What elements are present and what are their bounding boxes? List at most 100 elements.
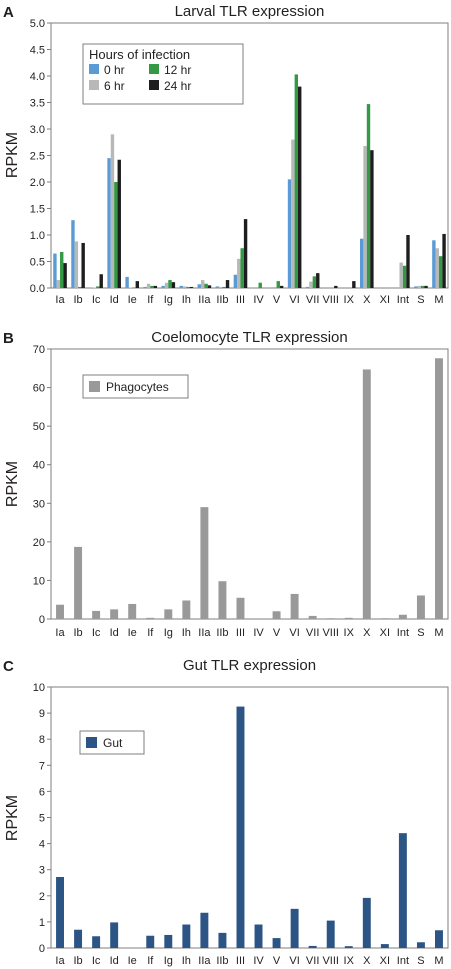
y-tick-label: 8 [39, 734, 45, 746]
bar-a-X-3 [370, 150, 374, 288]
category-label: Id [110, 627, 119, 639]
bar-b-VI-0 [290, 593, 299, 619]
bar-a-Id-2 [114, 182, 118, 288]
y-tick-label: 40 [33, 460, 45, 472]
bar-a-Ic-1 [92, 287, 97, 288]
bar-b-VIII-0 [326, 618, 335, 619]
bar-a-Int-3 [406, 235, 410, 288]
bar-a-VII-0 [305, 286, 310, 288]
y-tick-label: 6 [39, 786, 45, 798]
bar-a-Ib-3 [81, 242, 85, 288]
category-label: VII [306, 627, 319, 639]
y-axis-label: RPKM [4, 795, 21, 841]
y-tick-label: 5 [39, 813, 45, 825]
bar-b-S-0 [416, 595, 425, 619]
chart-title: Gut TLR expression [183, 657, 316, 674]
category-label: Int [397, 955, 409, 967]
bar-a-IX-3 [352, 281, 356, 288]
bar-a-Ib-2 [78, 286, 82, 288]
bar-a-Ih-2 [186, 286, 190, 288]
category-label: III [236, 627, 245, 639]
bar-a-IIb-3 [225, 280, 230, 288]
y-tick-label: 70 [33, 344, 45, 356]
category-label: M [434, 294, 443, 306]
bar-a-V-3 [279, 285, 284, 288]
bar-b-Id-0 [110, 609, 119, 619]
bar-a-Ih-1 [182, 286, 187, 288]
bar-c-Ig-0 [164, 934, 173, 948]
legend: Gut [79, 730, 145, 755]
category-label: XI [380, 955, 390, 967]
bar-a-M-3 [442, 233, 446, 288]
bar-a-Id-0 [107, 158, 111, 288]
bar-a-Ig-3 [171, 282, 176, 288]
bar-b-V-0 [272, 611, 281, 619]
y-axis-label: RPKM [4, 461, 21, 507]
y-tick-label: 10 [33, 575, 45, 587]
panel-letter: A [3, 4, 14, 21]
bar-a-III-3 [243, 219, 248, 288]
bar-a-X-0 [359, 238, 364, 288]
bar-a-V-1 [273, 286, 277, 288]
y-tick-label: 10 [33, 682, 45, 694]
bar-a-Ia-3 [63, 263, 67, 288]
bar-c-IV-0 [254, 924, 263, 948]
bar-a-Ia-2 [60, 251, 64, 288]
category-label: Ia [55, 955, 65, 967]
category-label: Ig [164, 955, 173, 967]
legend-swatch [149, 64, 159, 74]
category-label: Int [397, 627, 409, 639]
bar-a-Ie-3 [135, 281, 140, 288]
plot-frame [50, 348, 449, 620]
bar-b-Ia-0 [56, 604, 64, 619]
y-tick-label: 7 [39, 760, 45, 772]
category-label: S [417, 955, 424, 967]
bar-b-Ic-0 [92, 610, 101, 619]
category-label: VII [306, 955, 319, 967]
category-label: M [434, 955, 443, 967]
bar-b-Ig-0 [164, 609, 173, 619]
y-tick-label: 60 [33, 383, 45, 395]
y-tick-label: 20 [33, 537, 45, 549]
category-label: Ia [55, 294, 65, 306]
bar-b-M-0 [435, 358, 443, 619]
category-label: VI [289, 627, 299, 639]
bar-a-VII-3 [316, 273, 320, 288]
bar-a-Ig-0 [161, 285, 165, 288]
bar-c-IIa-0 [200, 912, 209, 948]
bar-a-IIb-1 [219, 286, 223, 288]
legend-entry: 12 hr [164, 63, 191, 77]
category-label: Id [110, 955, 119, 967]
bar-a-VI-1 [291, 139, 295, 288]
bar-a-S-0 [414, 286, 418, 288]
y-tick-label: 2.0 [30, 177, 45, 189]
bar-a-III-0 [233, 274, 238, 288]
category-label: Ic [92, 627, 101, 639]
category-label: XI [380, 294, 390, 306]
bar-a-M-2 [438, 256, 443, 288]
bar-a-If-1 [146, 283, 151, 288]
legend-title: Hours of infection [89, 47, 190, 62]
bar-a-VII-1 [309, 281, 313, 288]
legend-entry: 6 hr [104, 79, 125, 93]
legend-swatch [89, 381, 100, 392]
bar-a-If-3 [153, 285, 158, 288]
category-label: VIII [322, 294, 339, 306]
bar-c-XI-0 [380, 944, 389, 948]
chart-title: Coelomocyte TLR expression [151, 329, 347, 346]
y-tick-label: 1.5 [30, 204, 45, 216]
category-label: IX [344, 627, 355, 639]
bar-c-IIb-0 [218, 932, 227, 948]
bar-c-Id-0 [110, 922, 119, 948]
bar-a-VIII-3 [334, 285, 338, 288]
category-label: S [417, 294, 424, 306]
bar-a-IIa-1 [200, 280, 205, 288]
bar-b-Int-0 [398, 614, 407, 619]
bar-a-Id-3 [117, 159, 121, 288]
category-label: If [147, 627, 154, 639]
category-label: Ih [182, 294, 191, 306]
bar-a-If-0 [143, 286, 147, 288]
legend-entry: 0 hr [104, 63, 125, 77]
y-tick-label: 2 [39, 891, 45, 903]
bar-a-IIa-3 [207, 285, 212, 288]
